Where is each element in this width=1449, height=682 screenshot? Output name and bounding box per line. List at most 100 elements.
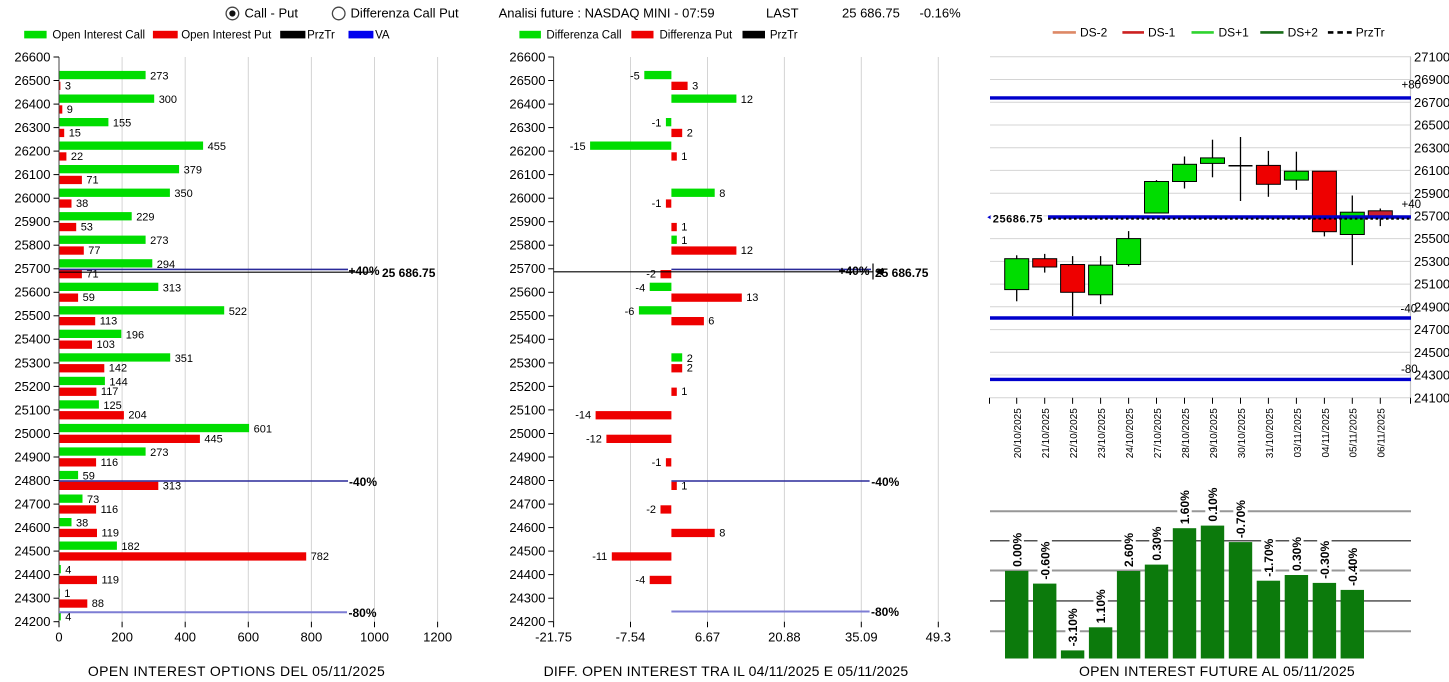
svg-text:0.30%: 0.30% [1290, 537, 1304, 571]
svg-text:-3.10%: -3.10% [1066, 608, 1080, 646]
svg-text:25100: 25100 [509, 402, 545, 417]
svg-text:PrzTr: PrzTr [1356, 26, 1385, 40]
svg-text:-4: -4 [635, 282, 645, 294]
svg-text:-80%: -80% [871, 605, 899, 619]
svg-text:25100: 25100 [14, 402, 50, 417]
svg-text:49.3: 49.3 [926, 630, 951, 645]
svg-text:25600: 25600 [509, 285, 545, 300]
svg-text:1: 1 [681, 480, 687, 492]
svg-text:-40: -40 [1401, 304, 1418, 316]
svg-text:25200: 25200 [14, 379, 50, 394]
svg-text:26400: 26400 [14, 97, 50, 112]
svg-text:26500: 26500 [14, 73, 50, 88]
svg-text:25900: 25900 [14, 214, 50, 229]
svg-text:25200: 25200 [509, 379, 545, 394]
svg-text:782: 782 [311, 551, 329, 563]
svg-text:Analisi future : NASDAQ MINI -: Analisi future : NASDAQ MINI - 07:59 [499, 5, 715, 20]
svg-text:OPEN INTEREST FUTURE AL 05/11/: OPEN INTEREST FUTURE AL 05/11/2025 [1079, 663, 1355, 679]
svg-text:22/10/2025: 22/10/2025 [1069, 408, 1080, 458]
svg-text:-15: -15 [570, 141, 586, 153]
svg-text:25 686.75: 25 686.75 [842, 5, 900, 20]
svg-text:24600: 24600 [14, 520, 50, 535]
svg-text:24100: 24100 [1414, 390, 1449, 405]
svg-text:601: 601 [254, 424, 272, 436]
svg-text:116: 116 [101, 457, 119, 469]
svg-text:24700: 24700 [14, 497, 50, 512]
svg-text:26100: 26100 [509, 167, 545, 182]
svg-text:25300: 25300 [14, 355, 50, 370]
svg-text:2: 2 [687, 363, 693, 375]
svg-text:26300: 26300 [14, 120, 50, 135]
svg-text:196: 196 [126, 329, 144, 341]
svg-text:29/10/2025: 29/10/2025 [1209, 408, 1220, 458]
svg-text:26100: 26100 [14, 167, 50, 182]
svg-text:25000: 25000 [14, 426, 50, 441]
svg-text:1: 1 [64, 588, 70, 600]
svg-text:-5: -5 [630, 71, 640, 83]
svg-text:204: 204 [128, 410, 146, 422]
svg-text:27/10/2025: 27/10/2025 [1153, 408, 1164, 458]
svg-text:24400: 24400 [509, 567, 545, 582]
svg-text:20.88: 20.88 [768, 630, 801, 645]
svg-text:-0.30%: -0.30% [1318, 541, 1332, 579]
svg-text:1: 1 [681, 151, 687, 163]
svg-text:25686.75: 25686.75 [993, 213, 1043, 225]
svg-text:142: 142 [109, 363, 127, 375]
svg-text:59: 59 [83, 471, 95, 483]
svg-text:53: 53 [81, 222, 93, 234]
svg-text:26100: 26100 [1414, 163, 1449, 178]
svg-text:26900: 26900 [1414, 72, 1449, 87]
svg-text:Call - Put: Call - Put [245, 6, 299, 21]
svg-text:DS+1: DS+1 [1219, 26, 1250, 40]
svg-text:03/11/2025: 03/11/2025 [1293, 408, 1304, 458]
svg-text:26400: 26400 [509, 97, 545, 112]
svg-text:3: 3 [65, 80, 71, 92]
svg-text:-21.75: -21.75 [535, 630, 572, 645]
svg-text:-0.60%: -0.60% [1038, 541, 1052, 579]
svg-text:Open Interest Call: Open Interest Call [52, 30, 145, 42]
svg-text:06/11/2025: 06/11/2025 [1377, 408, 1388, 458]
svg-text:25500: 25500 [509, 308, 545, 323]
svg-text:-11: -11 [592, 551, 607, 563]
svg-text:25400: 25400 [14, 332, 50, 347]
svg-text:26500: 26500 [1414, 118, 1449, 133]
svg-text:88: 88 [92, 598, 104, 610]
svg-text:25900: 25900 [509, 214, 545, 229]
svg-text:-0.16%: -0.16% [920, 5, 962, 20]
svg-text:21/10/2025: 21/10/2025 [1041, 408, 1052, 458]
svg-text:25800: 25800 [14, 238, 50, 253]
svg-text:-4: -4 [635, 574, 645, 586]
svg-text:+80: +80 [1402, 80, 1422, 92]
svg-text:24/10/2025: 24/10/2025 [1125, 408, 1136, 458]
svg-text:Differenza Put: Differenza Put [660, 30, 733, 42]
svg-text:25700: 25700 [14, 261, 50, 276]
svg-text:155: 155 [113, 118, 131, 130]
svg-text:38: 38 [76, 518, 88, 530]
svg-text:26000: 26000 [14, 191, 50, 206]
svg-text:DS+2: DS+2 [1288, 26, 1319, 40]
svg-text:1.60%: 1.60% [1178, 490, 1192, 524]
svg-text:24400: 24400 [14, 567, 50, 582]
svg-text:24500: 24500 [509, 544, 545, 559]
svg-text:25400: 25400 [509, 332, 545, 347]
svg-text:28/10/2025: 28/10/2025 [1181, 408, 1192, 458]
svg-text:26200: 26200 [509, 144, 545, 159]
svg-text:-6: -6 [625, 306, 635, 318]
svg-text:4: 4 [65, 612, 71, 624]
svg-text:-0.40%: -0.40% [1346, 548, 1360, 586]
svg-text:-1.70%: -1.70% [1262, 538, 1276, 576]
svg-text:31/10/2025: 31/10/2025 [1265, 408, 1276, 458]
svg-text:-2: -2 [646, 504, 656, 516]
svg-text:-2: -2 [646, 269, 656, 281]
svg-text:20/10/2025: 20/10/2025 [1013, 408, 1024, 458]
svg-text:445: 445 [204, 433, 222, 445]
svg-text:25 686.75: 25 686.75 [382, 266, 436, 280]
svg-text:9: 9 [67, 104, 73, 116]
svg-text:26600: 26600 [509, 49, 545, 64]
svg-text:13: 13 [746, 292, 758, 304]
svg-text:+40: +40 [1402, 199, 1422, 211]
svg-text:24500: 24500 [1414, 345, 1449, 360]
svg-text:119: 119 [102, 574, 120, 586]
svg-text:24300: 24300 [1414, 368, 1449, 383]
svg-text:Open Interest Put: Open Interest Put [181, 30, 272, 42]
